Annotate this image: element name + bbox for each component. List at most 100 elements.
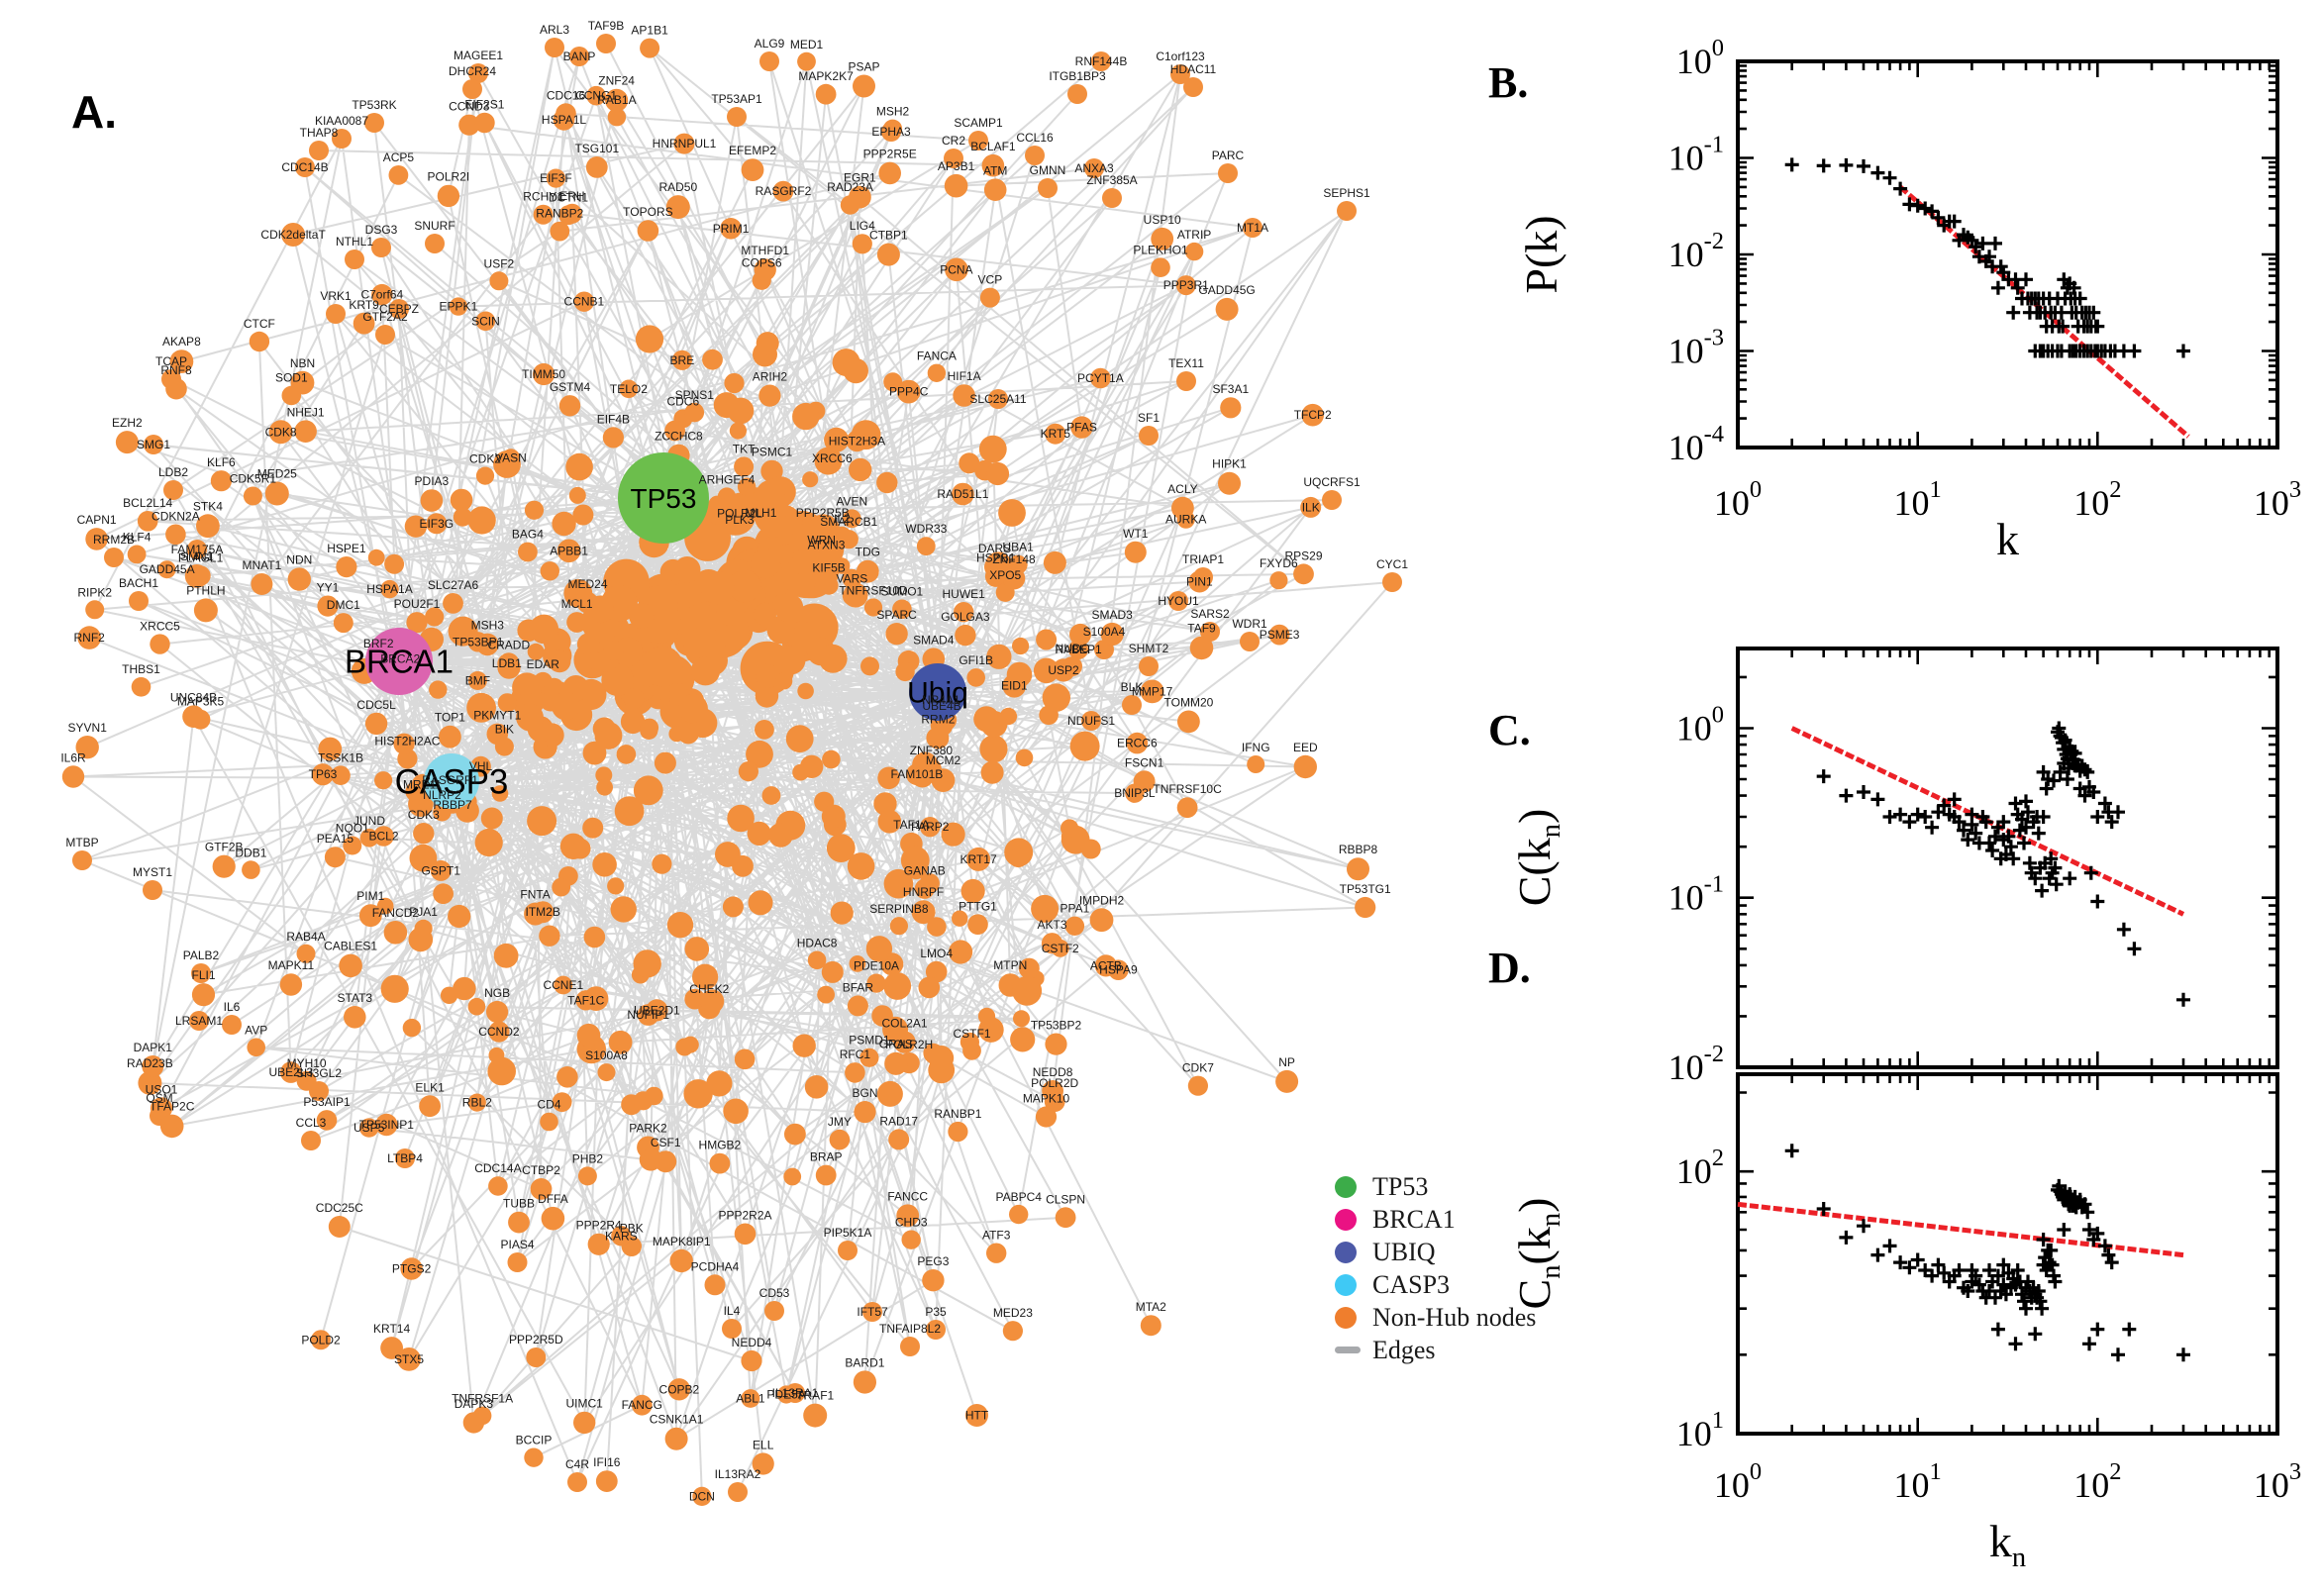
network-node-label: SLC27A6 bbox=[428, 578, 479, 592]
network-node bbox=[339, 953, 362, 978]
network-node-label: MNAT1 bbox=[243, 558, 282, 572]
network-node-label: TP53RK bbox=[352, 98, 396, 112]
network-node-label: POLR2D bbox=[1031, 1076, 1078, 1090]
network-node-label: IL4 bbox=[724, 1304, 741, 1318]
network-node bbox=[728, 569, 761, 603]
network-node bbox=[429, 680, 448, 699]
network-node-label: MAP3K5 bbox=[177, 695, 225, 709]
network-node bbox=[843, 582, 868, 608]
network-node-label: PDE10A bbox=[854, 959, 899, 973]
network-node bbox=[467, 1093, 486, 1112]
network-node bbox=[776, 646, 806, 675]
network-node bbox=[608, 1030, 633, 1054]
legend-item-ubiq: UBIQ bbox=[1335, 1236, 1536, 1268]
network-node bbox=[885, 623, 908, 646]
network-node-label: GOLGA3 bbox=[941, 610, 990, 624]
network-node-label: NDN bbox=[286, 552, 312, 566]
network-node-label: AURKA bbox=[1165, 513, 1206, 527]
network-node-label: BCCIP bbox=[516, 1434, 553, 1447]
network-node bbox=[1151, 257, 1170, 278]
network-node bbox=[287, 567, 311, 591]
network-node bbox=[486, 1000, 509, 1024]
network-node bbox=[249, 331, 270, 352]
network-node bbox=[877, 810, 902, 834]
network-node bbox=[142, 1055, 164, 1077]
network-node-label: CDK7 bbox=[1182, 1061, 1214, 1075]
network-node-label: NTHL1 bbox=[336, 235, 373, 249]
network-node bbox=[814, 447, 843, 475]
network-node-label: WT1 bbox=[1123, 527, 1149, 541]
network-node-label: VASN bbox=[495, 451, 527, 465]
network-node-label: DHCR24 bbox=[449, 64, 496, 78]
network-node-label: USF2 bbox=[484, 256, 515, 270]
network-node-label: ACLY bbox=[1167, 482, 1197, 496]
network-node-label: MT1A bbox=[1237, 221, 1268, 235]
network-node-label: PSME3 bbox=[1260, 628, 1300, 642]
network-node bbox=[678, 693, 708, 724]
network-node bbox=[1041, 933, 1063, 954]
network-node-label: NUDC bbox=[1056, 642, 1090, 655]
network-node bbox=[345, 249, 364, 269]
y-tick-label: 102 bbox=[1676, 1145, 1724, 1191]
network-node bbox=[1126, 732, 1149, 754]
network-node-label: ZNF380 bbox=[910, 744, 954, 757]
network-node-label: UBE4B bbox=[922, 699, 960, 713]
network-node bbox=[619, 379, 639, 399]
network-node bbox=[375, 1113, 398, 1137]
network-node-label: ATM bbox=[983, 163, 1007, 177]
network-node bbox=[802, 471, 819, 488]
network-node bbox=[527, 806, 557, 837]
network-node bbox=[380, 974, 409, 1003]
network-node bbox=[222, 1015, 242, 1035]
network-node-label: TELO2 bbox=[610, 382, 648, 396]
network-node bbox=[474, 112, 495, 134]
network-node bbox=[709, 1152, 731, 1174]
network-node bbox=[601, 663, 634, 696]
network-node-label: TNFRSF10D bbox=[839, 583, 908, 597]
network-node bbox=[683, 1079, 713, 1109]
network-node-label: LMO4 bbox=[920, 947, 953, 960]
network-node bbox=[1218, 163, 1238, 183]
network-node-label: POU2F1 bbox=[394, 597, 441, 611]
network-node bbox=[493, 943, 519, 968]
network-node-label: FAM175A bbox=[171, 543, 224, 556]
network-node bbox=[552, 1092, 572, 1112]
network-node bbox=[104, 548, 124, 567]
network-node-label: S100A4 bbox=[1083, 625, 1126, 639]
network-node bbox=[704, 497, 732, 525]
hub-tp53: TP53 bbox=[618, 452, 709, 544]
plot-frame bbox=[1736, 647, 2279, 1069]
network-node-label: JUND bbox=[354, 814, 385, 828]
network-node bbox=[1187, 1075, 1208, 1096]
network-node-label: CDC6 bbox=[666, 394, 699, 408]
x-tick-label: 102 bbox=[2073, 476, 2121, 523]
network-node bbox=[1168, 591, 1188, 611]
network-node bbox=[896, 379, 921, 404]
network-node bbox=[1170, 64, 1190, 84]
network-node-label: TCAP bbox=[155, 354, 187, 368]
network-node bbox=[433, 883, 454, 905]
network-node bbox=[1045, 1033, 1067, 1055]
network-node-label: TRIAP1 bbox=[1182, 552, 1224, 566]
network-node bbox=[397, 1347, 421, 1371]
network-node bbox=[1090, 367, 1111, 389]
network-node-label: TNFRSF1A bbox=[452, 1392, 513, 1406]
network-node bbox=[443, 593, 463, 614]
network-node bbox=[190, 565, 211, 586]
network-node bbox=[883, 972, 912, 1000]
network-node bbox=[324, 847, 346, 868]
network-node bbox=[1300, 496, 1322, 518]
network-node-label: POLR2I bbox=[428, 170, 470, 184]
network-node bbox=[552, 691, 580, 721]
y-axis-title: P(k) bbox=[1516, 215, 1566, 293]
network-node bbox=[533, 362, 556, 386]
network-node-label: CDC14B bbox=[281, 160, 328, 174]
network-node bbox=[467, 506, 496, 535]
y-tick-label: 10-1 bbox=[1668, 871, 1724, 918]
x-tick-label: 101 bbox=[1894, 1458, 1942, 1505]
network-node-label: SNURF bbox=[414, 219, 454, 233]
network-node bbox=[1184, 242, 1204, 261]
network-node-label: WDR1 bbox=[1232, 617, 1267, 631]
plot-frame bbox=[1736, 59, 2279, 449]
network-node bbox=[1220, 397, 1242, 419]
